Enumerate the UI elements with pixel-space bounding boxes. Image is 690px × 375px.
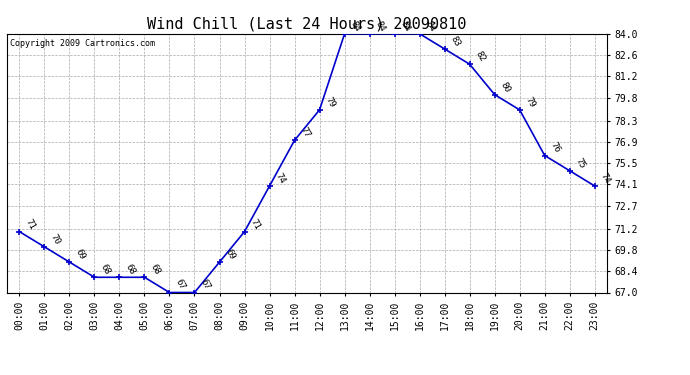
Text: 68: 68 <box>148 263 161 276</box>
Text: 71: 71 <box>248 217 262 231</box>
Text: 74: 74 <box>274 171 287 185</box>
Text: 70: 70 <box>48 232 61 246</box>
Text: 83: 83 <box>448 34 462 48</box>
Text: 71: 71 <box>23 217 37 231</box>
Text: 69: 69 <box>224 248 237 261</box>
Text: 68: 68 <box>124 263 137 276</box>
Text: 79: 79 <box>524 95 537 109</box>
Text: 74: 74 <box>599 171 612 185</box>
Text: 84: 84 <box>424 19 437 33</box>
Text: 68: 68 <box>99 263 112 276</box>
Text: 67: 67 <box>174 278 187 292</box>
Text: 76: 76 <box>549 141 562 155</box>
Text: 77: 77 <box>299 126 312 140</box>
Text: 80: 80 <box>499 80 512 94</box>
Text: 84: 84 <box>399 19 412 33</box>
Text: 84: 84 <box>348 19 362 33</box>
Text: 67: 67 <box>199 278 212 292</box>
Text: 82: 82 <box>474 50 487 63</box>
Text: Copyright 2009 Cartronics.com: Copyright 2009 Cartronics.com <box>10 39 155 48</box>
Text: 84: 84 <box>374 19 387 33</box>
Text: 69: 69 <box>74 248 87 261</box>
Text: 75: 75 <box>574 156 587 170</box>
Text: 79: 79 <box>324 95 337 109</box>
Title: Wind Chill (Last 24 Hours) 20090810: Wind Chill (Last 24 Hours) 20090810 <box>148 16 466 31</box>
